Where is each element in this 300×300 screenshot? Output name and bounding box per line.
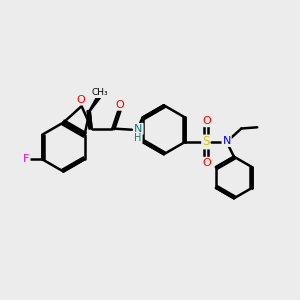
Text: O: O (76, 94, 85, 105)
Text: S: S (202, 136, 209, 148)
Text: CH₃: CH₃ (92, 88, 109, 97)
Text: O: O (116, 100, 124, 110)
Text: F: F (23, 154, 30, 164)
Text: H: H (134, 133, 142, 143)
Text: N: N (134, 124, 143, 134)
Text: N: N (222, 136, 231, 146)
Text: O: O (202, 158, 211, 168)
Text: O: O (202, 116, 211, 126)
